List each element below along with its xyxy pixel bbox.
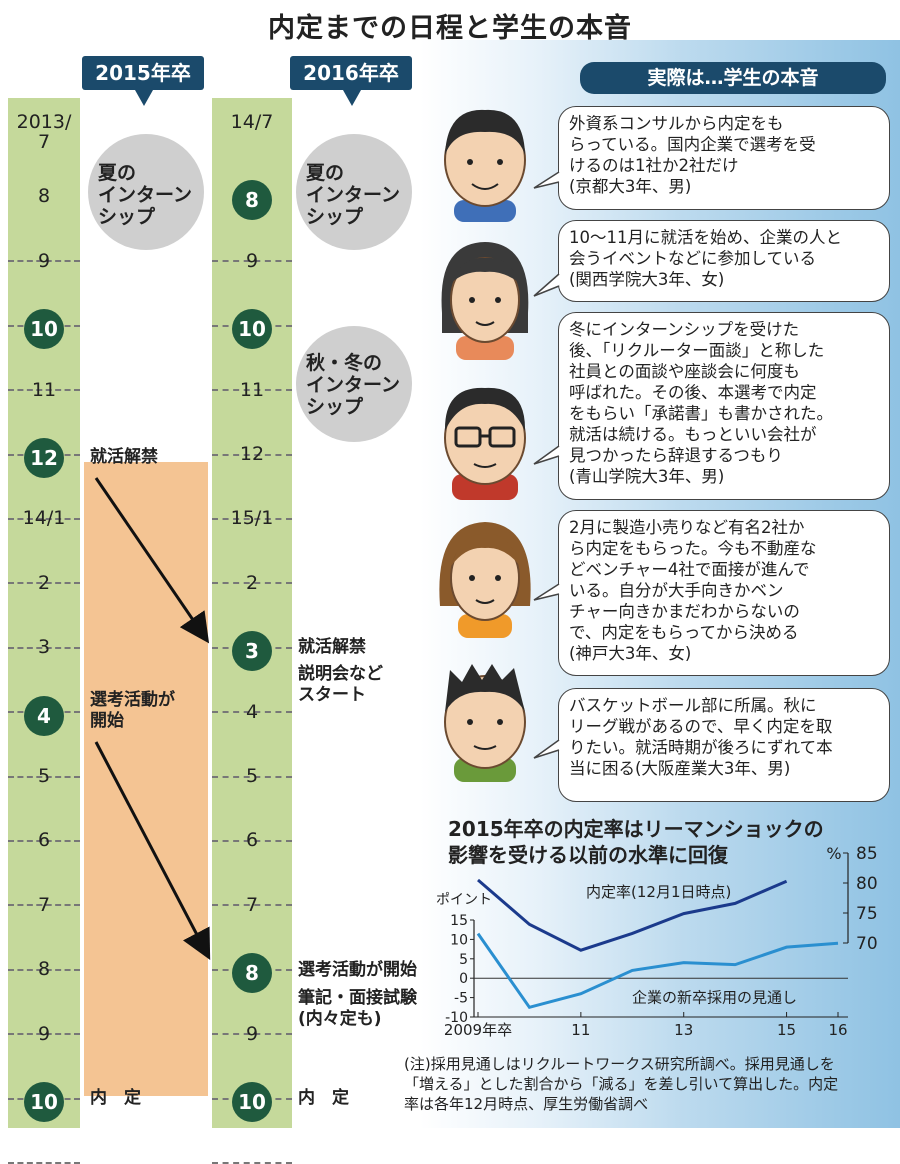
kaikin-shift-arrow <box>96 478 204 636</box>
series-label-2: 企業の新卒採用の見通し <box>632 989 797 1007</box>
left-axis-tick-label: 5 <box>459 952 468 968</box>
speech-bubble-1: 外資系コンサルから内定をも らっている。国内企業で選考を受 けるのは1社か2社だ… <box>558 106 890 210</box>
student-face-3 <box>445 388 525 500</box>
student-face-2 <box>442 242 529 360</box>
right-axis-tick-label: 85 <box>856 844 878 864</box>
bubble-tails <box>530 100 570 800</box>
x-axis-tick-label: 2009年卒 <box>444 1021 512 1039</box>
speech-bubble-2: 10〜11月に就活を始め、企業の人と 会うイベントなどに参加している (関西学院… <box>558 220 890 302</box>
student-face-5 <box>445 664 525 782</box>
right-axis-tick-label: 80 <box>856 874 878 894</box>
x-axis-tick-label: 15 <box>777 1021 796 1039</box>
student-face-1 <box>445 110 525 222</box>
x-axis-tick-label: 13 <box>674 1021 693 1039</box>
student-face-4 <box>439 522 530 638</box>
left-axis-label: ポイント <box>436 892 492 908</box>
right-axis-tick-label: 75 <box>856 904 878 924</box>
speech-bubble-3: 冬にインターンシップを受けた 後、「リクルーター面談」と称した 社員との面談や座… <box>558 312 890 500</box>
right-axis-label: % <box>826 844 841 863</box>
series-label-1: 内定率(12月1日時点) <box>586 883 731 901</box>
right-axis-tick-label: 70 <box>856 934 878 954</box>
chart-note: (注)採用見通しはリクルートワークス研究所調べ。採用見通しを 「増える」とした割… <box>404 1054 896 1114</box>
student-faces <box>432 100 542 810</box>
speech-bubble-4: 2月に製造小売りなど有名2社か ら内定をもらった。今も不動産な どベンチャー4社… <box>558 510 890 676</box>
left-axis-tick-label: 10 <box>450 932 468 948</box>
left-axis-tick-label: 15 <box>450 913 468 929</box>
left-axis-tick-label: -5 <box>454 991 468 1007</box>
right-header: 実際は…学生の本音 <box>580 62 886 94</box>
left-axis-tick-label: 0 <box>459 971 468 987</box>
x-axis-tick-label: 11 <box>571 1021 590 1039</box>
senko-shift-arrow <box>96 742 206 952</box>
shift-arrows <box>0 0 420 1128</box>
speech-bubble-5: バスケットボール部に所属。秋に リーグ戦があるので、早く内定を取 りたい。就活時… <box>558 688 890 802</box>
x-axis-tick-label: 16 <box>828 1021 847 1039</box>
